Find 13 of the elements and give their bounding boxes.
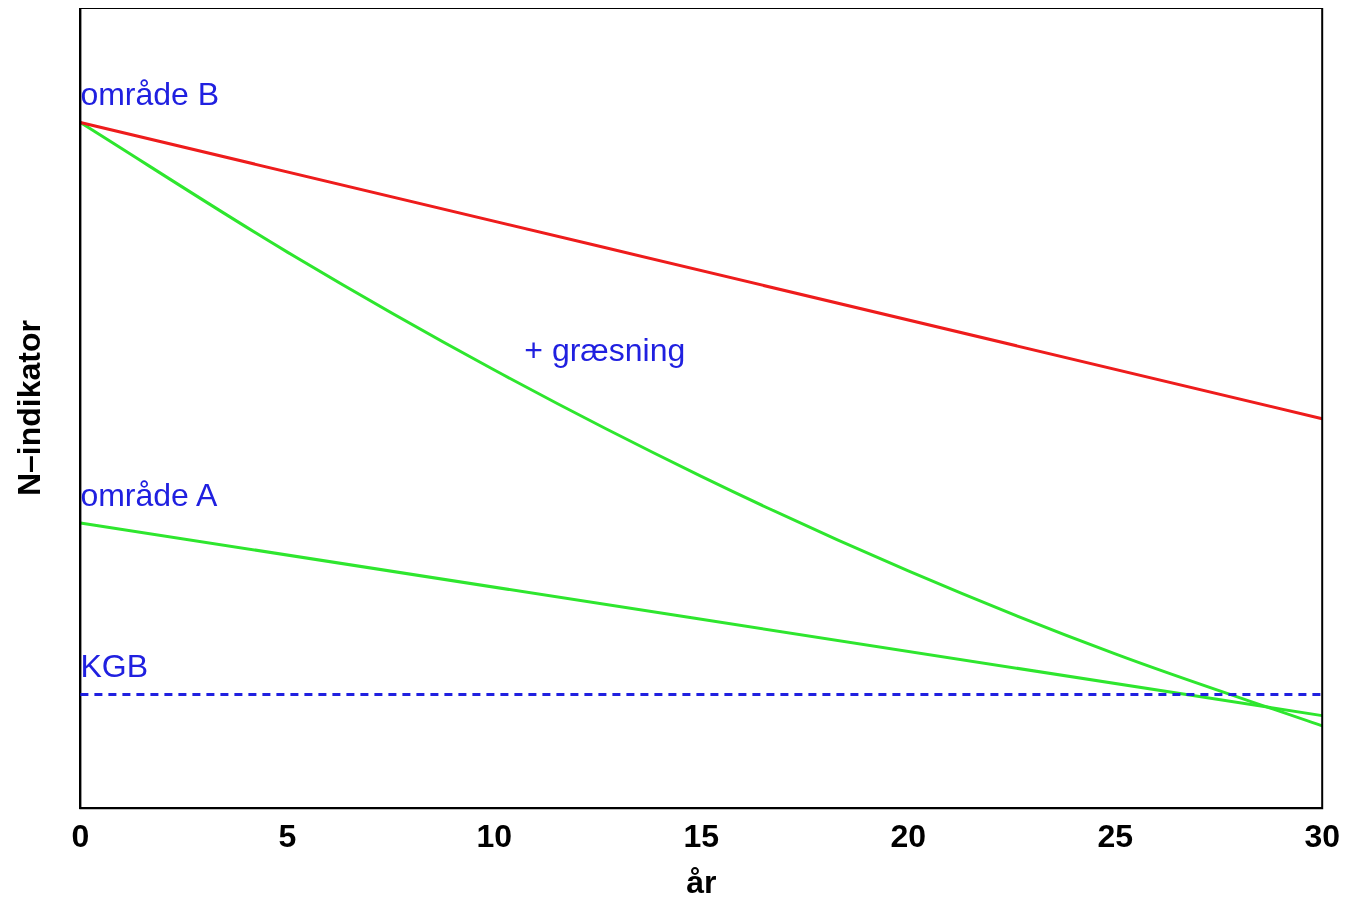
- series-label: område B: [80, 76, 220, 113]
- x-tick-label: 30: [1304, 818, 1340, 855]
- x-tick-label: 0: [71, 818, 90, 855]
- x-axis-title: år: [686, 863, 717, 900]
- x-tick-label: 5: [278, 818, 297, 855]
- series-label: + græsning: [524, 331, 686, 368]
- x-tick-label: 20: [890, 818, 927, 855]
- x-tick-label: 15: [683, 818, 720, 855]
- x-tick-label: 10: [476, 818, 513, 855]
- series-label: område A: [80, 476, 219, 513]
- ref-line-label: KGB: [80, 648, 148, 685]
- x-tick-label: 25: [1097, 818, 1134, 855]
- y-axis-title: N–indikator: [11, 320, 48, 497]
